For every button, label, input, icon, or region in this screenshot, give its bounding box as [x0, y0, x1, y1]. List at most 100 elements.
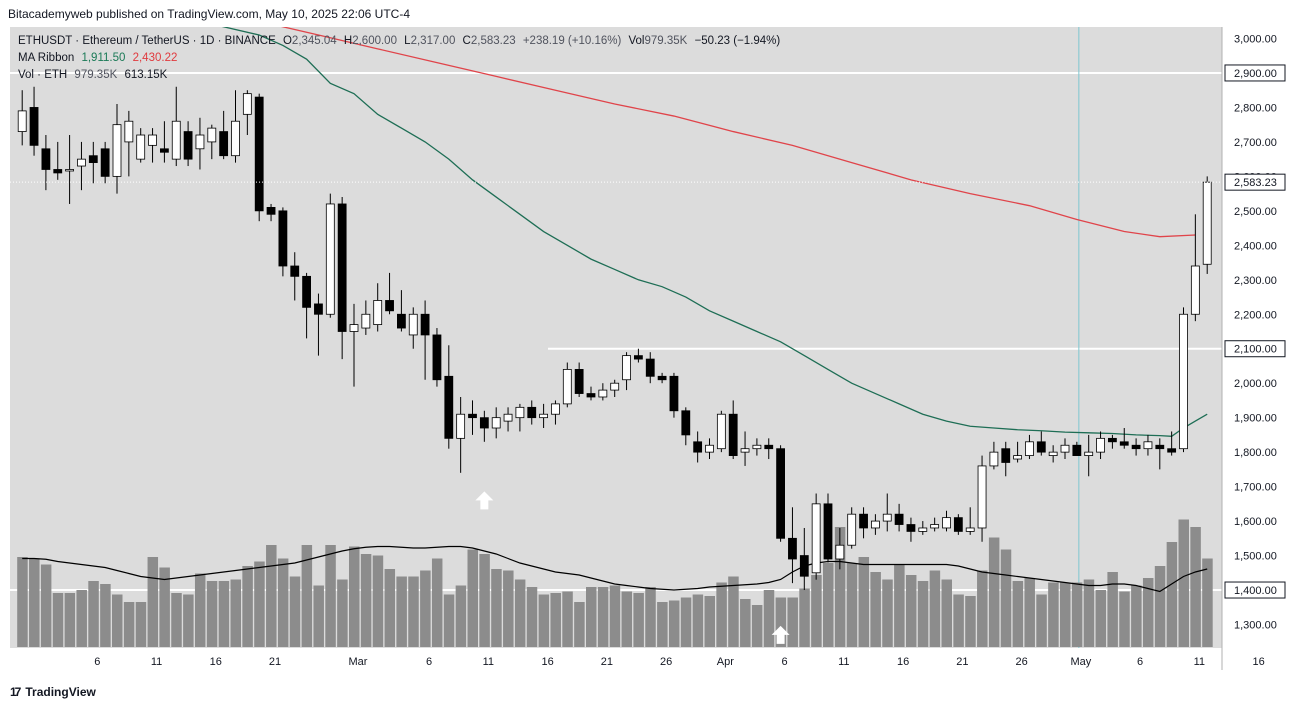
candle-up — [515, 406, 525, 419]
candle-down — [385, 300, 394, 312]
candle-down — [1001, 448, 1011, 463]
candle-down — [1131, 444, 1141, 450]
candle-up — [610, 382, 620, 391]
legend-ohlc: O2,345.04 H2,600.00 L2,317.00 C2,583.23 … — [283, 35, 784, 47]
candle-down — [396, 313, 406, 329]
candle-down — [266, 207, 276, 215]
candle-up — [1190, 265, 1200, 315]
legend-symbol[interactable]: ETHUSDT · Ethereum / TetherUS · 1D · BIN… — [18, 35, 276, 47]
candle-up — [373, 300, 383, 326]
volume-bar — [147, 557, 159, 647]
tradingview-logo-text: TradingView — [25, 685, 96, 699]
volume-bar — [586, 587, 597, 647]
legend-c-label: C — [462, 35, 471, 47]
volume-bar — [704, 596, 715, 647]
legend-h-value: 2,600.00 — [352, 35, 397, 47]
candle-up — [17, 110, 27, 132]
y-tick-label: 2,400.00 — [1234, 240, 1277, 252]
x-tick-label: 16 — [541, 656, 553, 668]
legend-volume-row: Vol · ETH 979.35K 613.15K — [18, 69, 171, 81]
volume-bar — [811, 575, 822, 647]
candle-down — [894, 513, 904, 525]
volume-bar — [254, 561, 265, 647]
volume-bar — [870, 572, 881, 647]
candle-down — [776, 448, 785, 539]
volume-bar — [740, 599, 751, 647]
candle-up — [207, 127, 217, 143]
ma-slow-line — [280, 27, 1196, 238]
volume-bar — [1071, 582, 1083, 647]
volume-bar — [965, 596, 976, 647]
candle-down — [728, 413, 738, 456]
candle-down — [290, 265, 300, 277]
volume-bar — [1048, 582, 1059, 647]
legend-ma-label[interactable]: MA Ribbon — [18, 52, 75, 64]
y-tick-label: 1,500.00 — [1234, 551, 1277, 563]
y-tick-label: 1,400.00 — [1234, 585, 1277, 597]
candle-down — [420, 313, 430, 336]
legend-vol-label: Vol — [628, 35, 645, 47]
legend-h-label: H — [343, 35, 353, 47]
volume-bar — [372, 555, 384, 647]
candle-up — [456, 413, 466, 439]
volume-bar — [823, 563, 834, 647]
candle-down — [29, 107, 39, 146]
candle-down — [302, 275, 312, 308]
volume-bar — [277, 558, 289, 647]
volume-bar — [337, 579, 348, 647]
price-label-box — [1224, 64, 1286, 82]
candle-down — [657, 375, 667, 381]
candle-up — [1048, 451, 1058, 456]
volume-bar — [183, 594, 194, 647]
volume-bar — [977, 570, 988, 647]
legend-o-value: 2,345.04 — [291, 35, 337, 47]
candle-down — [586, 393, 596, 398]
candle-up — [1143, 441, 1153, 450]
candle-up — [136, 134, 146, 160]
legend-vol-name[interactable]: Vol · ETH — [18, 69, 68, 81]
candle-up — [1084, 451, 1094, 456]
volume-bar — [1095, 590, 1107, 647]
candle-up — [349, 324, 359, 332]
volume-bar — [538, 594, 550, 647]
volume-bar — [645, 587, 656, 647]
y-tick-label: 2,700.00 — [1234, 137, 1277, 149]
y-tick-label: 2,300.00 — [1234, 275, 1277, 287]
last-price-label: 2,583.23 — [1234, 177, 1277, 189]
legend-symbol-row: ETHUSDT · Ethereum / TetherUS · 1D · BIN… — [18, 35, 788, 47]
candle-up — [562, 369, 572, 405]
candle-up — [1096, 437, 1105, 453]
x-tick-label: 21 — [956, 656, 968, 668]
legend-ma2: 2,430.22 — [132, 52, 178, 64]
volume-bar — [929, 570, 941, 647]
candle-up — [148, 134, 157, 146]
volume-bar — [230, 579, 241, 647]
x-tick-label: 11 — [483, 656, 494, 668]
legend-o-label: O — [282, 35, 292, 47]
volume-bar — [443, 594, 455, 647]
x-tick-label: 6 — [94, 656, 100, 668]
volume-bar — [787, 597, 798, 647]
tradingview-logo[interactable]: 17 TradingView — [10, 685, 96, 699]
volume-bar — [1190, 527, 1201, 647]
y-tick-label: 1,700.00 — [1234, 482, 1277, 494]
volume-bar — [491, 569, 502, 647]
volume-bar — [100, 584, 111, 647]
y-tick-label: 2,900.00 — [1234, 68, 1277, 80]
y-tick-label: 3,000.00 — [1234, 34, 1277, 46]
last-price-box — [1224, 173, 1286, 191]
volume-bar — [88, 581, 99, 647]
candle-down — [1167, 448, 1177, 453]
volume-bar — [313, 585, 324, 647]
volume-bar — [621, 591, 633, 647]
candle-down — [645, 358, 655, 377]
candle-down — [764, 444, 774, 450]
volume-bar — [574, 602, 585, 647]
candle-down — [859, 513, 868, 529]
volume-bar — [668, 600, 680, 647]
candle-up — [408, 313, 418, 336]
volume-bar — [76, 590, 87, 647]
volume-bar — [905, 575, 917, 647]
plot-background — [10, 27, 1222, 648]
